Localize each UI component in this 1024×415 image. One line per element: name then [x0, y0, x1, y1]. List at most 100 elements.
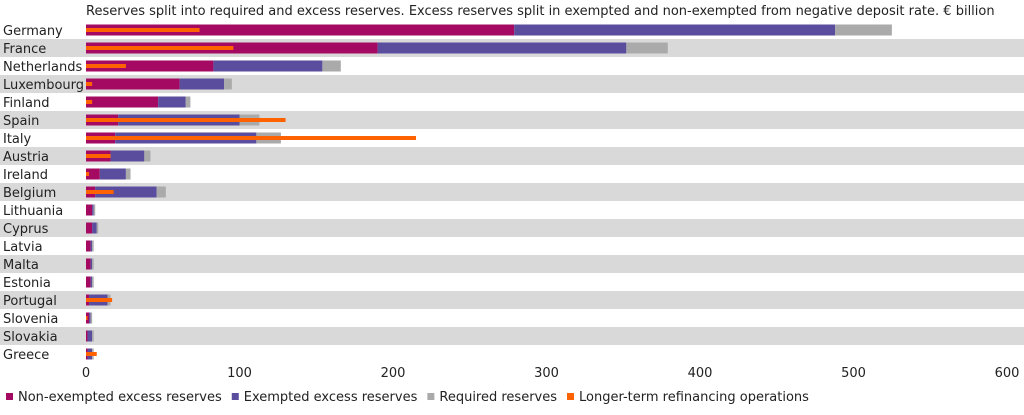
- legend-label: Exempted excess reserves: [244, 390, 418, 405]
- bar-segment: [86, 168, 100, 180]
- category-label: Netherlands: [3, 60, 82, 75]
- category-label: Cyprus: [3, 222, 49, 237]
- row-band: [0, 255, 1024, 273]
- ltro-bar: [86, 28, 200, 32]
- bar-segment: [86, 276, 91, 288]
- category-label: Slovakia: [3, 330, 58, 345]
- ltro-bar: [86, 64, 126, 68]
- bar-segment: [92, 204, 94, 216]
- bar-segment: [144, 150, 151, 162]
- bar-segment: [156, 186, 166, 198]
- category-label: Lithuania: [3, 204, 63, 219]
- bar-segment: [158, 96, 186, 108]
- category-label: Spain: [3, 114, 39, 129]
- row-band: [0, 75, 1024, 93]
- legend-swatch: [567, 393, 575, 400]
- category-label: Greece: [3, 348, 49, 363]
- x-tick-label: 0: [82, 366, 90, 381]
- category-label: Belgium: [3, 186, 56, 201]
- ltro-bar: [86, 298, 113, 302]
- legend-swatch: [6, 393, 13, 400]
- ltro-bar: [86, 352, 97, 356]
- bar-segment: [92, 222, 97, 234]
- category-labels: Germany France Netherlands Luxembourg Finlan…: [3, 24, 84, 363]
- bar-segment: [95, 186, 157, 198]
- ltro-bar: [86, 316, 88, 320]
- bar-segment: [92, 258, 94, 270]
- bar-segment: [87, 330, 93, 342]
- category-label: Italy: [3, 132, 32, 147]
- bar-segment: [514, 24, 836, 36]
- legend-label: Non-exempted excess reserves: [18, 390, 222, 405]
- bar-segment: [322, 60, 341, 72]
- bar-segment: [86, 240, 91, 252]
- x-tick-label: 100: [227, 366, 252, 381]
- category-label: Latvia: [3, 240, 43, 255]
- category-label: Portugal: [3, 294, 57, 309]
- category-label: Germany: [3, 24, 63, 39]
- row-band: [0, 183, 1024, 201]
- bar-segment: [92, 330, 94, 342]
- bar-segment: [86, 60, 214, 72]
- bar-segment: [86, 24, 515, 36]
- x-tick-label: 500: [841, 366, 866, 381]
- ltro-bar: [86, 82, 93, 86]
- bar-segment: [90, 258, 93, 270]
- x-tick-label: 300: [534, 366, 559, 381]
- x-tick-label: 600: [995, 366, 1020, 381]
- ltro-bar: [86, 136, 417, 140]
- bar-segment: [96, 222, 99, 234]
- bar-segment: [92, 276, 94, 288]
- bar-segment: [90, 240, 93, 252]
- category-label: France: [3, 42, 46, 57]
- bar-segment: [377, 42, 627, 54]
- bar-segment: [86, 330, 88, 342]
- bar-segment: [99, 168, 126, 180]
- bar-segment: [86, 258, 91, 270]
- category-label: Estonia: [3, 276, 51, 291]
- x-axis-ticks: 0 100 200 300 400 500 600: [82, 366, 1020, 381]
- row-band: [0, 219, 1024, 237]
- x-tick-label: 400: [688, 366, 713, 381]
- bar-segment: [93, 204, 96, 216]
- bar-segment: [86, 78, 180, 90]
- bar-segment: [185, 96, 191, 108]
- category-label: Austria: [3, 150, 49, 165]
- category-label: Slovenia: [3, 312, 58, 327]
- bar-segment: [86, 204, 93, 216]
- category-label: Malta: [3, 258, 39, 273]
- bar-segment: [90, 276, 93, 288]
- row-band: [0, 147, 1024, 165]
- bar-segment: [86, 96, 159, 108]
- legend-label: Required reserves: [439, 390, 557, 405]
- legend: Non-exempted excess reserves Exempted exc…: [6, 390, 809, 405]
- bar-segment: [92, 240, 94, 252]
- ltro-bars: [86, 28, 417, 356]
- ltro-bar: [86, 46, 234, 50]
- bar-segment: [89, 312, 91, 324]
- category-label: Finland: [3, 96, 49, 111]
- row-band: [0, 327, 1024, 345]
- legend-swatch: [231, 393, 239, 400]
- legend-swatch: [427, 393, 435, 400]
- category-label: Luxembourg: [3, 78, 84, 93]
- bar-segment: [86, 222, 93, 234]
- chart-title: Reserves split into required and excess …: [86, 4, 995, 19]
- category-label: Ireland: [3, 168, 48, 183]
- ltro-bar: [86, 118, 286, 122]
- ltro-bar: [86, 190, 114, 194]
- row-band: [0, 291, 1024, 309]
- bar-segment: [125, 168, 131, 180]
- bar-segment: [224, 78, 232, 90]
- bar-segment: [626, 42, 668, 54]
- bar-segment: [90, 312, 93, 324]
- bar-segment: [179, 78, 225, 90]
- ltro-bar: [86, 100, 93, 104]
- ltro-bar: [86, 154, 111, 158]
- bar-segment: [213, 60, 323, 72]
- legend-label: Longer-term refinancing operations: [579, 390, 809, 405]
- bar-segment: [835, 24, 892, 36]
- ltro-bar: [86, 172, 90, 176]
- bar-segment: [110, 150, 145, 162]
